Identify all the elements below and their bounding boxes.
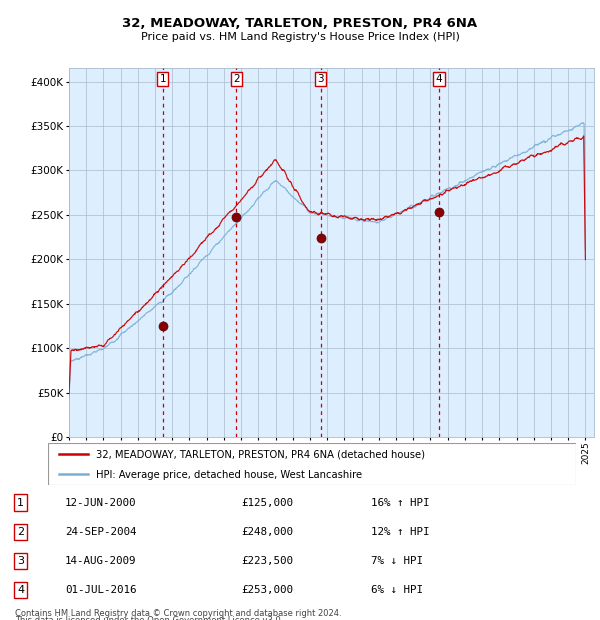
- Text: 12-JUN-2000: 12-JUN-2000: [65, 497, 136, 508]
- Text: Price paid vs. HM Land Registry's House Price Index (HPI): Price paid vs. HM Land Registry's House …: [140, 32, 460, 42]
- Text: £248,000: £248,000: [241, 526, 293, 537]
- Text: 12% ↑ HPI: 12% ↑ HPI: [371, 526, 429, 537]
- Text: 3: 3: [317, 74, 324, 84]
- Text: 2: 2: [233, 74, 240, 84]
- Text: 14-AUG-2009: 14-AUG-2009: [65, 556, 136, 566]
- Text: Contains HM Land Registry data © Crown copyright and database right 2024.: Contains HM Land Registry data © Crown c…: [15, 609, 341, 618]
- Text: 16% ↑ HPI: 16% ↑ HPI: [371, 497, 429, 508]
- Text: £253,000: £253,000: [241, 585, 293, 595]
- Text: 32, MEADOWAY, TARLETON, PRESTON, PR4 6NA (detached house): 32, MEADOWAY, TARLETON, PRESTON, PR4 6NA…: [95, 450, 425, 459]
- Text: £223,500: £223,500: [241, 556, 293, 566]
- Text: 6% ↓ HPI: 6% ↓ HPI: [371, 585, 422, 595]
- Text: 32, MEADOWAY, TARLETON, PRESTON, PR4 6NA: 32, MEADOWAY, TARLETON, PRESTON, PR4 6NA: [122, 17, 478, 30]
- Text: This data is licensed under the Open Government Licence v3.0.: This data is licensed under the Open Gov…: [15, 616, 283, 620]
- Text: 3: 3: [17, 556, 24, 566]
- Text: 24-SEP-2004: 24-SEP-2004: [65, 526, 136, 537]
- Text: 4: 4: [17, 585, 24, 595]
- Text: £125,000: £125,000: [241, 497, 293, 508]
- Text: 1: 1: [17, 497, 24, 508]
- Text: 1: 1: [160, 74, 166, 84]
- Text: 01-JUL-2016: 01-JUL-2016: [65, 585, 136, 595]
- Text: HPI: Average price, detached house, West Lancashire: HPI: Average price, detached house, West…: [95, 470, 362, 480]
- Text: 7% ↓ HPI: 7% ↓ HPI: [371, 556, 422, 566]
- Text: 4: 4: [436, 74, 442, 84]
- Text: 2: 2: [17, 526, 24, 537]
